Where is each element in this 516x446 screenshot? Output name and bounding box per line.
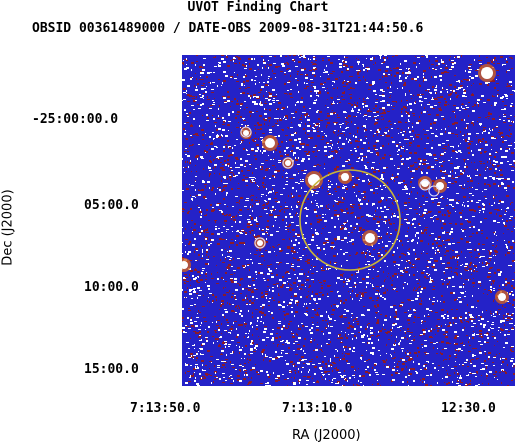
star <box>481 67 493 79</box>
star <box>498 293 506 301</box>
y-tick-label: 05:00.0 <box>84 198 139 213</box>
sky-image[interactable] <box>182 55 515 386</box>
star-field <box>182 64 509 304</box>
star <box>182 261 188 269</box>
star <box>436 182 444 190</box>
catalog-marker <box>254 237 266 249</box>
chart-subtitle: OBSID 00361489000 / DATE-OBS 2009-08-31T… <box>32 21 424 36</box>
star <box>365 233 375 243</box>
x-tick-label: 7:13:10.0 <box>282 401 353 416</box>
y-tick-label: 15:00.0 <box>84 362 139 377</box>
catalog-marker <box>240 126 252 138</box>
star <box>257 240 263 246</box>
x-axis-label: RA (J2000) <box>292 428 361 443</box>
chart-title: UVOT Finding Chart <box>187 0 329 15</box>
star <box>285 160 291 166</box>
source-error-circle <box>299 169 401 271</box>
star <box>265 138 275 148</box>
star <box>341 173 349 181</box>
x-tick-label: 7:13:50.0 <box>130 401 201 416</box>
y-tick-label: 10:00.0 <box>84 280 139 295</box>
star <box>243 130 249 136</box>
star <box>421 179 429 187</box>
catalog-marker <box>282 157 294 169</box>
y-tick-label: -25:00:00.0 <box>32 112 119 127</box>
catalog-marker <box>419 179 431 191</box>
y-axis-label: Dec (J2000) <box>0 189 16 266</box>
image-noise <box>182 55 515 386</box>
x-tick-label: 12:30.0 <box>441 401 496 416</box>
sky-image-svg <box>182 55 515 386</box>
catalog-marker <box>428 185 440 197</box>
